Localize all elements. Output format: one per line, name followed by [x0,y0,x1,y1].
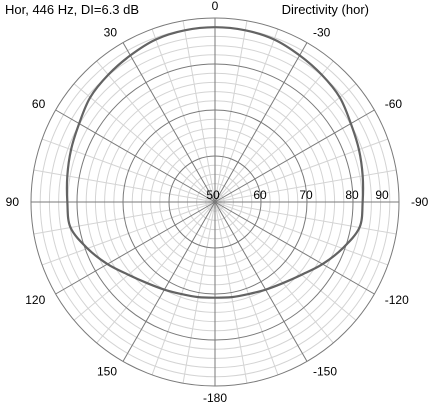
angle-tick-label: -180 [203,391,227,405]
major-radial-line [55,109,216,203]
angle-tick-label: -60 [385,97,403,111]
plot-title: Directivity (hor) [281,2,369,17]
angle-tick-label: 30 [104,25,118,39]
radial-tick-label: 90 [375,188,389,202]
radial-tick-label: 80 [345,188,359,202]
major-radial-line [214,109,375,203]
angle-tick-label: 60 [32,97,46,111]
radial-tick-label: 60 [253,188,267,202]
radial-tick-label: 70 [299,188,313,202]
radial-tick-label: 50 [206,188,220,202]
angle-tick-label: 90 [6,195,20,209]
major-radial-line [214,201,308,362]
major-radial-line [214,201,375,295]
angle-tick-label: -30 [313,25,331,39]
major-radial-line [214,42,308,203]
major-radial-line [122,201,216,362]
plot-subtitle: Hor, 446 Hz, DI=6.3 dB [5,2,140,17]
angle-tick-label: 0 [212,0,219,13]
major-radial-line [122,42,216,203]
angle-tick-label: 150 [97,365,117,379]
major-radial-line [55,201,216,295]
angle-tick-label: 120 [25,293,45,307]
angle-tick-label: -120 [385,293,409,307]
angle-tick-label: -90 [411,195,429,209]
angle-tick-label: -150 [313,365,337,379]
directivity-curve [65,26,365,299]
